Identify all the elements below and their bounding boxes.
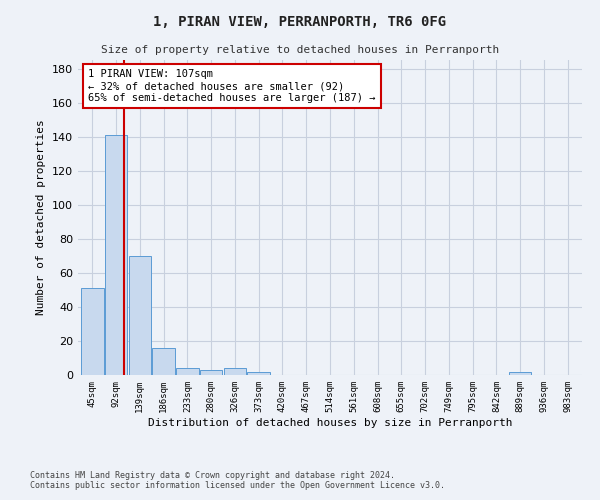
Bar bbox=[509, 372, 532, 375]
Bar bbox=[81, 288, 104, 375]
Bar bbox=[200, 370, 223, 375]
Text: 1, PIRAN VIEW, PERRANPORTH, TR6 0FG: 1, PIRAN VIEW, PERRANPORTH, TR6 0FG bbox=[154, 15, 446, 29]
Bar bbox=[224, 368, 246, 375]
Bar bbox=[176, 368, 199, 375]
Bar bbox=[152, 348, 175, 375]
X-axis label: Distribution of detached houses by size in Perranporth: Distribution of detached houses by size … bbox=[148, 418, 512, 428]
Text: 1 PIRAN VIEW: 107sqm
← 32% of detached houses are smaller (92)
65% of semi-detac: 1 PIRAN VIEW: 107sqm ← 32% of detached h… bbox=[88, 70, 376, 102]
Text: Size of property relative to detached houses in Perranporth: Size of property relative to detached ho… bbox=[101, 45, 499, 55]
Bar bbox=[247, 372, 270, 375]
Text: Contains public sector information licensed under the Open Government Licence v3: Contains public sector information licen… bbox=[30, 480, 445, 490]
Y-axis label: Number of detached properties: Number of detached properties bbox=[37, 120, 46, 316]
Bar bbox=[105, 135, 127, 375]
Text: Contains HM Land Registry data © Crown copyright and database right 2024.: Contains HM Land Registry data © Crown c… bbox=[30, 470, 395, 480]
Bar bbox=[128, 256, 151, 375]
